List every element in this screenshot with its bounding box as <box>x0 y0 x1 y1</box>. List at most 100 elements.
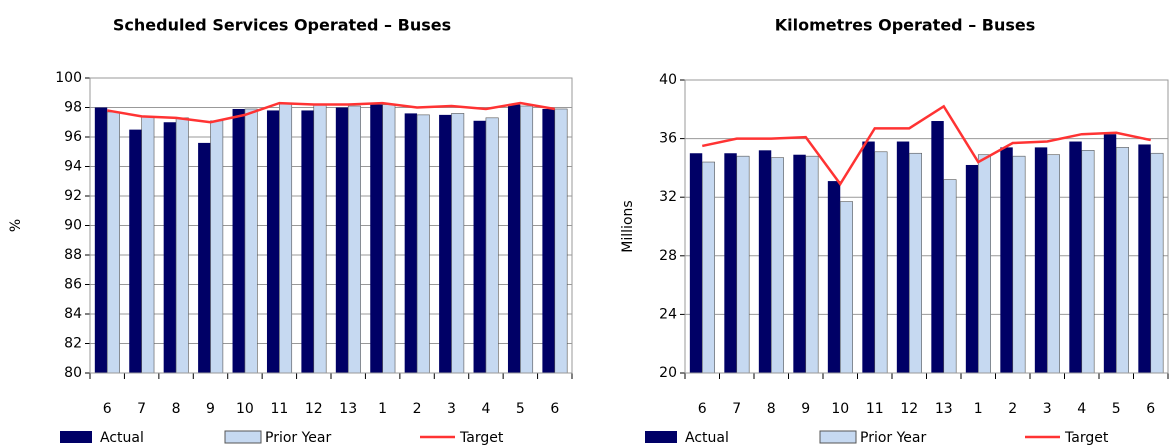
bar <box>1046 154 1060 374</box>
bar <box>382 104 396 374</box>
plot-border <box>89 77 573 374</box>
x-tick-label: 13 <box>339 401 357 417</box>
bar <box>244 108 258 374</box>
bar <box>520 105 534 374</box>
chart: Kilometres Operated – BusesMillions20242… <box>620 16 1169 446</box>
legend-swatch <box>645 431 677 443</box>
bar <box>793 154 806 373</box>
bar <box>896 141 910 373</box>
x-tick-label: 2 <box>413 401 422 417</box>
bar <box>404 113 418 374</box>
x-tick-label: 11 <box>866 401 884 417</box>
y-tick-label: 24 <box>659 306 677 322</box>
x-tick-label: 3 <box>1043 401 1052 417</box>
bar <box>129 129 142 373</box>
x-tick-label: 4 <box>481 401 490 417</box>
bar <box>1069 141 1082 373</box>
bar <box>701 161 715 374</box>
x-tick-label: 10 <box>831 401 849 417</box>
x-tick-label: 6 <box>698 401 707 417</box>
x-tick-label: 10 <box>236 401 254 417</box>
y-tick-label: 94 <box>64 159 82 175</box>
plot-border <box>684 79 1169 374</box>
y-tick-label: 40 <box>659 72 677 88</box>
y-tick-label: 100 <box>55 70 82 86</box>
legend-label: Actual <box>685 430 729 446</box>
bar <box>689 153 703 373</box>
bar <box>210 120 224 374</box>
bar <box>175 117 189 374</box>
bar <box>1012 155 1026 374</box>
bar <box>1000 147 1013 373</box>
x-tick-label: 3 <box>447 401 456 417</box>
bar <box>1034 147 1048 373</box>
y-tick-label: 28 <box>659 248 677 264</box>
bar <box>232 108 245 373</box>
bar <box>106 111 120 374</box>
y-tick-label: 84 <box>64 306 82 322</box>
bar <box>931 121 944 374</box>
bar <box>758 150 772 373</box>
bar <box>507 104 521 374</box>
x-tick-label: 6 <box>103 401 112 417</box>
x-tick-label: 12 <box>305 401 323 417</box>
bar <box>965 164 979 373</box>
legend-swatch <box>819 430 857 444</box>
y-tick-label: 82 <box>64 336 82 352</box>
y-tick-label: 80 <box>64 365 82 381</box>
x-tick-label: 6 <box>1146 401 1155 417</box>
y-tick-label: 32 <box>659 189 677 205</box>
x-tick-label: 6 <box>550 401 559 417</box>
bar <box>370 104 383 374</box>
chart-title: Kilometres Operated – Buses <box>775 16 1036 35</box>
bar <box>141 116 155 374</box>
bar <box>943 179 957 374</box>
bar <box>542 108 555 373</box>
bar <box>473 120 486 374</box>
bar <box>554 108 568 374</box>
bar <box>1103 134 1117 373</box>
bar <box>347 105 361 374</box>
legend-label: Target <box>1064 430 1109 446</box>
chart: Scheduled Services Operated – Buses%8082… <box>8 16 573 446</box>
y-tick-label: 98 <box>64 100 82 116</box>
target-line <box>701 104 1152 187</box>
bar <box>827 181 841 373</box>
x-tick-label: 1 <box>378 401 387 417</box>
bar <box>736 155 750 374</box>
x-tick-label: 7 <box>732 401 741 417</box>
legend-swatch <box>60 431 92 443</box>
y-tick-label: 20 <box>659 365 677 381</box>
chart-title: Scheduled Services Operated – Buses <box>113 16 451 35</box>
legend-swatch <box>224 430 262 444</box>
x-tick-label: 12 <box>900 401 918 417</box>
y-tick-label: 90 <box>64 218 82 234</box>
y-axis-label: % <box>8 219 24 232</box>
bar <box>335 107 349 373</box>
bar <box>724 153 737 373</box>
bar <box>313 104 327 374</box>
bar <box>1150 152 1164 374</box>
bar <box>198 142 211 373</box>
bar <box>439 114 452 373</box>
x-tick-label: 4 <box>1077 401 1086 417</box>
x-tick-label: 9 <box>801 401 810 417</box>
y-tick-label: 96 <box>64 129 82 145</box>
x-tick-label: 9 <box>206 401 215 417</box>
x-tick-label: 1 <box>974 401 983 417</box>
y-tick-label: 88 <box>64 247 82 263</box>
legend-label: Prior Year <box>265 430 331 446</box>
x-tick-label: 8 <box>767 401 776 417</box>
bar <box>1138 144 1151 373</box>
x-tick-label: 7 <box>137 401 146 417</box>
bar <box>839 201 853 374</box>
bar <box>94 107 108 373</box>
y-tick-label: 36 <box>659 131 677 147</box>
x-tick-label: 11 <box>270 401 288 417</box>
bar <box>301 110 314 373</box>
x-tick-label: 8 <box>172 401 181 417</box>
bar <box>485 117 499 374</box>
x-tick-label: 13 <box>935 401 953 417</box>
bar <box>770 157 784 374</box>
bar <box>805 155 819 374</box>
